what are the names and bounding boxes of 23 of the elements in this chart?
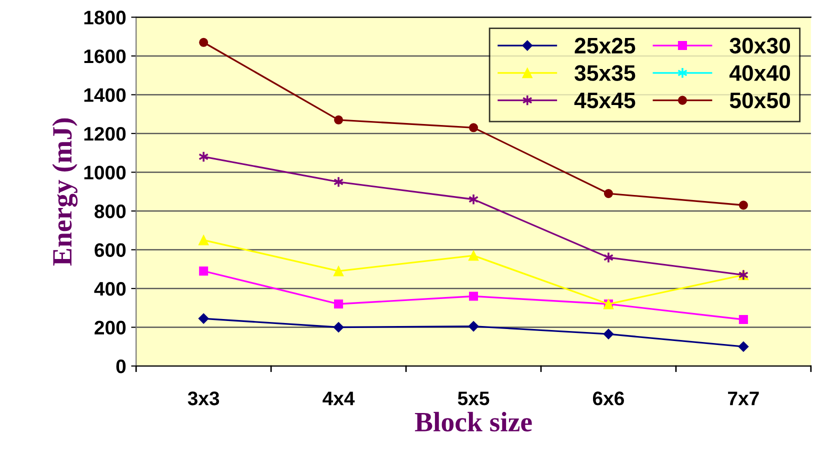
legend-label: 45x45 — [574, 92, 636, 108]
x-axis-title: Block size — [414, 412, 532, 432]
legend-label: 35x35 — [574, 65, 636, 81]
y-tick-label: 1200 — [84, 126, 126, 141]
x-tick-label: 5x5 — [458, 392, 490, 406]
legend-label: 50x50 — [730, 92, 790, 108]
y-tick-label: 1400 — [84, 88, 126, 102]
y-tick-label: 1800 — [84, 10, 126, 24]
y-tick-label: 800 — [94, 204, 126, 218]
legend-label: 25x25 — [574, 38, 636, 54]
y-tick-label: 200 — [94, 320, 126, 335]
y-tick-label: 1600 — [84, 49, 126, 64]
y-tick-label: 1000 — [84, 166, 126, 180]
y-tick-label: 0 — [116, 359, 126, 374]
x-tick-label: 4x4 — [322, 392, 355, 406]
y-axis-title: Energy (mJ) — [52, 118, 78, 266]
legend-label: 40x40 — [729, 65, 790, 81]
x-tick-label: 6x6 — [592, 392, 624, 406]
x-tick-label: 3x3 — [188, 392, 220, 406]
y-tick-label: 400 — [94, 282, 126, 296]
x-tick-label: 7x7 — [728, 392, 759, 406]
y-tick-label: 600 — [94, 243, 126, 257]
legend-label: 30x30 — [730, 38, 790, 54]
